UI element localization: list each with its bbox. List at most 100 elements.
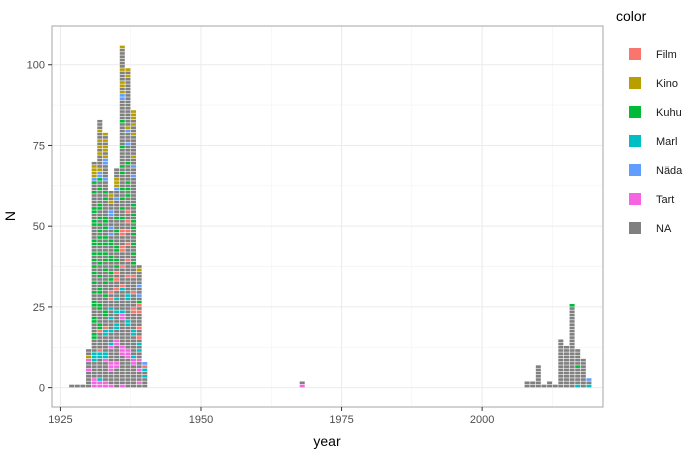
- tile-na: [125, 336, 131, 339]
- tile-marl: [131, 329, 137, 333]
- tile-na: [131, 352, 137, 356]
- tile-kuhu: [91, 207, 97, 210]
- tile-na: [119, 358, 125, 362]
- tile-film: [108, 291, 114, 294]
- tile-na: [119, 297, 125, 301]
- tile-na: [136, 362, 142, 365]
- tile-marl: [108, 329, 114, 333]
- tile-na: [91, 229, 97, 233]
- tile-na: [131, 229, 137, 233]
- tile-na: [136, 307, 142, 310]
- tile-tart: [102, 384, 108, 388]
- tile-na: [119, 336, 125, 339]
- tile-film: [119, 229, 125, 233]
- tile-kuhu: [131, 232, 137, 236]
- tile-na: [119, 365, 125, 368]
- tile-kuhu: [131, 262, 137, 265]
- tile-kuhu: [108, 258, 114, 262]
- tile-na: [131, 210, 137, 213]
- tile-na: [569, 313, 575, 317]
- tile-kino: [91, 165, 97, 168]
- tile-na: [136, 291, 142, 294]
- tile-na: [102, 245, 108, 249]
- tile-na: [131, 323, 137, 326]
- tile-na: [131, 223, 137, 226]
- tile-na: [119, 255, 125, 259]
- tile-na: [97, 158, 103, 162]
- tile-na: [125, 365, 131, 368]
- tile-näda: [131, 165, 137, 168]
- tile-marl: [136, 349, 142, 352]
- tile-marl: [91, 352, 97, 356]
- tile-na: [97, 281, 103, 285]
- tile-na: [119, 274, 125, 278]
- tile-na: [91, 362, 97, 365]
- tile-kuhu: [119, 187, 125, 191]
- tile-na: [102, 187, 108, 191]
- tile-kuhu: [102, 313, 108, 317]
- tile-kino: [114, 178, 120, 181]
- tile-kuhu: [108, 239, 114, 243]
- tile-film: [114, 278, 120, 281]
- tile-kuhu: [102, 252, 108, 255]
- tile-na: [125, 77, 131, 81]
- tile-film: [136, 326, 142, 330]
- tile-na: [108, 265, 114, 268]
- tile-na: [114, 313, 120, 317]
- tile-na: [119, 190, 125, 194]
- tile-kino: [131, 116, 137, 120]
- tile-kino: [131, 113, 137, 117]
- tile-na: [102, 136, 108, 139]
- tile-na: [575, 362, 581, 365]
- tile-na: [114, 207, 120, 210]
- tile-marl: [131, 333, 137, 336]
- tile-na: [102, 368, 108, 372]
- tile-na: [535, 381, 541, 385]
- tile-na: [125, 200, 131, 204]
- tile-na: [575, 349, 581, 352]
- tile-näda: [125, 129, 131, 133]
- tile-na: [119, 65, 125, 68]
- tile-na: [125, 148, 131, 152]
- tile-na: [91, 184, 97, 188]
- tile-näda: [119, 97, 125, 100]
- tile-näda: [114, 187, 120, 191]
- tile-na: [86, 375, 92, 378]
- tile-na: [119, 281, 125, 285]
- tile-marl: [102, 333, 108, 336]
- tile-na: [119, 132, 125, 136]
- tile-na: [125, 100, 131, 104]
- tile-na: [125, 310, 131, 314]
- tile-na: [125, 216, 131, 220]
- tile-na: [131, 316, 137, 320]
- tile-na: [102, 200, 108, 204]
- tile-marl: [575, 384, 581, 388]
- tile-na: [125, 342, 131, 346]
- tile-kuhu: [97, 262, 103, 265]
- tile-na: [580, 384, 586, 388]
- tile-na: [535, 375, 541, 378]
- tile-kuhu: [91, 271, 97, 275]
- tile-na: [563, 345, 569, 349]
- legend-key-kuhu: [629, 106, 641, 118]
- tile-na: [131, 136, 137, 139]
- tile-kuhu: [97, 291, 103, 294]
- tile-na: [102, 239, 108, 243]
- tile-na: [108, 349, 114, 352]
- tile-na: [125, 381, 131, 385]
- tile-na: [102, 181, 108, 184]
- tile-na: [125, 249, 131, 252]
- tile-na: [125, 307, 131, 310]
- tile-näda: [586, 378, 592, 381]
- tile-film: [125, 242, 131, 246]
- tile-näda: [131, 174, 137, 178]
- tile-na: [136, 278, 142, 281]
- tile-na: [102, 365, 108, 368]
- tile-na: [114, 223, 120, 226]
- tile-na: [125, 123, 131, 126]
- tile-na: [97, 310, 103, 314]
- tile-na: [97, 194, 103, 197]
- tile-na: [136, 378, 142, 381]
- tile-na: [91, 294, 97, 297]
- tile-na: [114, 352, 120, 356]
